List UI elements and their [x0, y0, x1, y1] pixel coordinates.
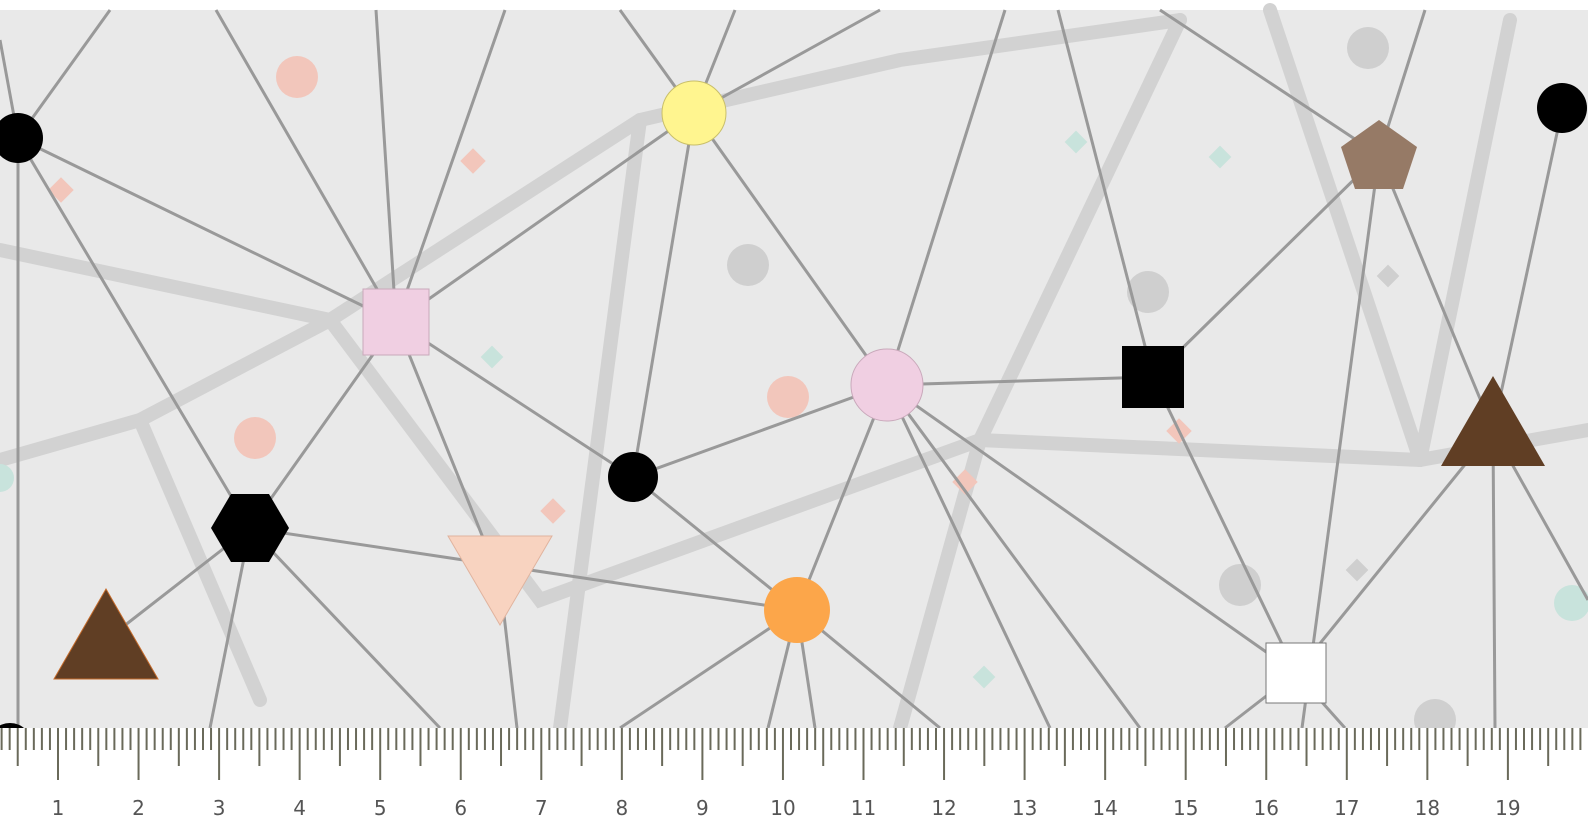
ruler-label: 14 — [1092, 796, 1117, 820]
edges — [0, 8, 1588, 730]
ruler-label: 15 — [1173, 796, 1198, 820]
node-triangle-down — [447, 535, 553, 626]
node-square — [1265, 642, 1327, 704]
node-square — [1122, 346, 1184, 408]
node-circle — [850, 348, 924, 422]
ruler-label: 19 — [1495, 796, 1520, 820]
ruler-label: 17 — [1334, 796, 1359, 820]
node-circle — [764, 577, 830, 643]
ruler-label: 5 — [374, 796, 387, 820]
node-hexagon — [211, 494, 289, 562]
ruler-label: 13 — [1012, 796, 1037, 820]
ruler-label: 6 — [454, 796, 467, 820]
ruler-label: 8 — [615, 796, 628, 820]
ruler-label: 11 — [851, 796, 876, 820]
ruler-label: 7 — [535, 796, 548, 820]
node-triangle — [1441, 376, 1545, 466]
nodes — [0, 80, 1587, 767]
node-triangle — [53, 588, 159, 680]
ruler-label: 16 — [1254, 796, 1279, 820]
ruler-label: 2 — [132, 796, 145, 820]
faint-background — [0, 3, 1588, 741]
node-circle — [0, 113, 43, 163]
node-circle — [1537, 83, 1587, 133]
ruler-label: 12 — [931, 796, 956, 820]
ruler-label: 4 — [293, 796, 306, 820]
ruler: 1 2 3 4 5 6 7 8 9 10 11 12 13 14 15 16 17 18 19 — [0, 728, 1588, 828]
ruler-label: 9 — [696, 796, 709, 820]
node-square — [362, 288, 430, 356]
ruler-label: 18 — [1415, 796, 1440, 820]
node-circle — [608, 452, 658, 502]
ruler-label: 3 — [213, 796, 226, 820]
node-circle — [661, 80, 727, 146]
node-pentagon — [1341, 120, 1417, 189]
ruler-label: 10 — [770, 796, 795, 820]
ruler-label: 1 — [52, 796, 65, 820]
